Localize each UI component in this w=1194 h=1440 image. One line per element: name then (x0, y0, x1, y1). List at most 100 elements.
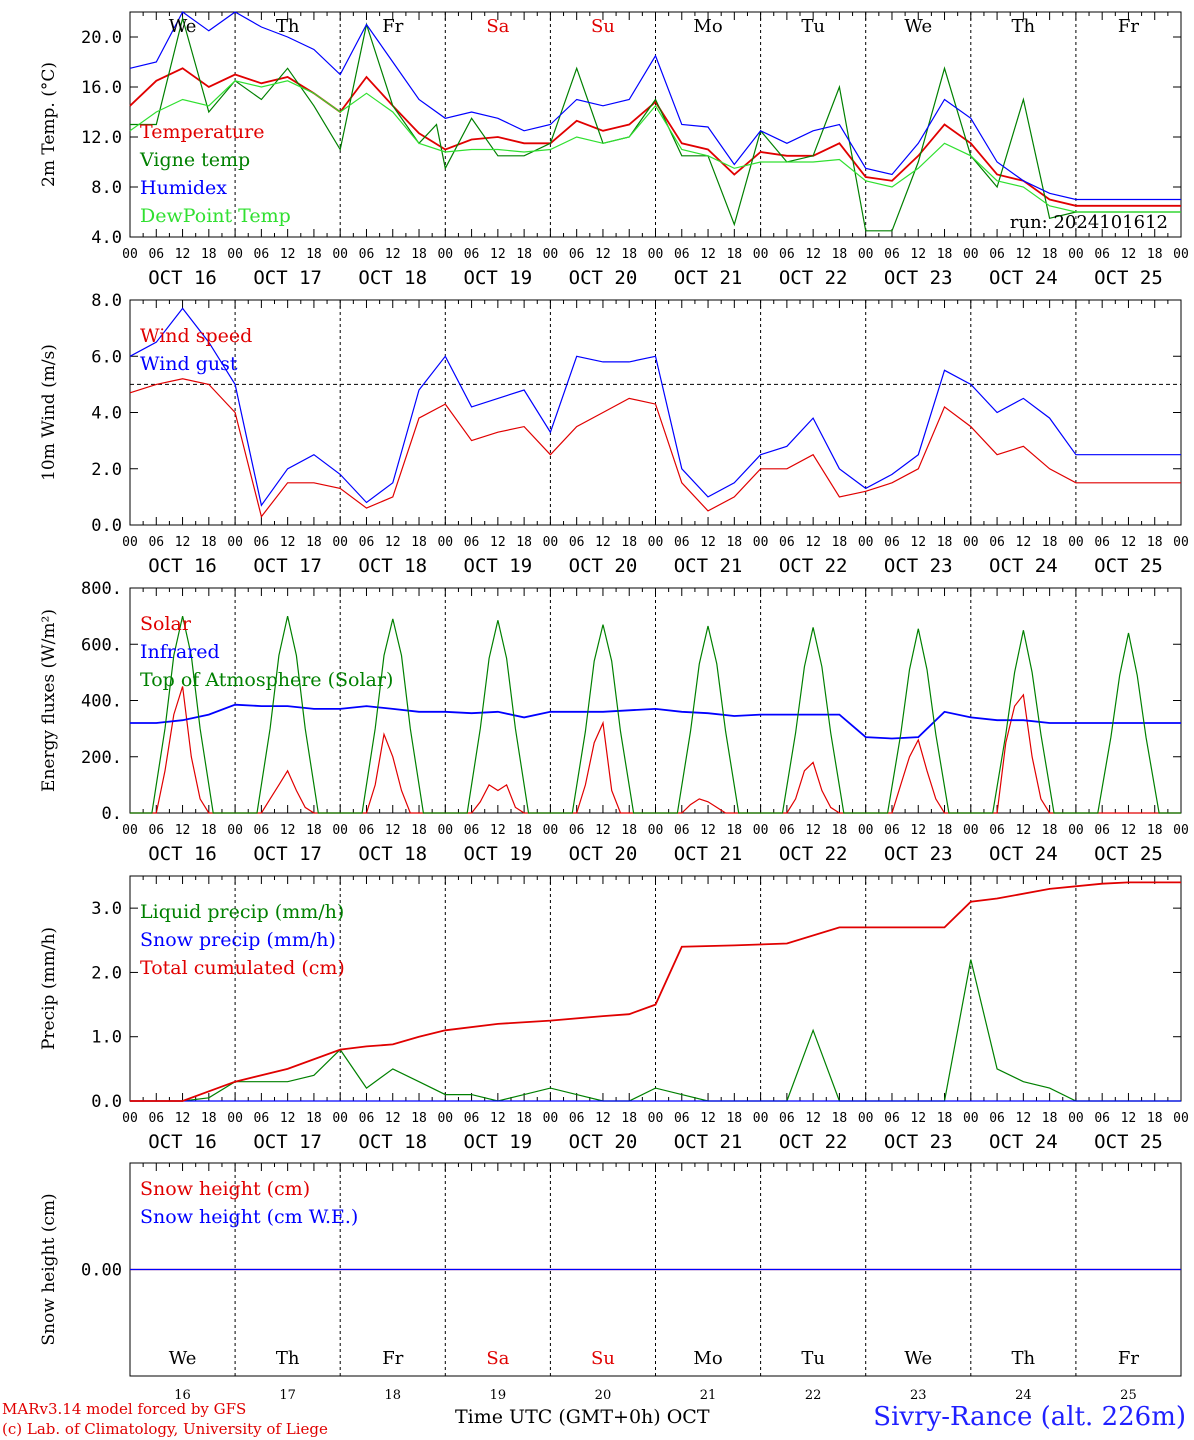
y-tick-label: 2.0 (91, 460, 122, 480)
day-label: OCT 23 (884, 555, 953, 577)
hour-tick-label: 18 (1147, 535, 1163, 550)
day-label: OCT 21 (674, 555, 743, 577)
hour-tick-label: 06 (884, 247, 900, 262)
hour-tick-label: 06 (359, 247, 375, 262)
hour-tick-label: 06 (674, 247, 690, 262)
day-number-label: 19 (490, 1388, 507, 1403)
hour-tick-label: 18 (306, 1111, 322, 1126)
hour-tick-label: 00 (858, 823, 874, 838)
y-tick-label: 12.0 (81, 128, 122, 148)
legend-entry: Liquid precip (mm/h) (140, 901, 344, 923)
hour-tick-label: 00 (963, 247, 979, 262)
hour-tick-label: 18 (1147, 247, 1163, 262)
weekday-label: Th (276, 16, 300, 37)
legend-entry: DewPoint Temp (140, 205, 291, 227)
weekday-label: Su (591, 16, 615, 37)
hour-tick-label: 00 (332, 823, 348, 838)
day-number-label: 23 (910, 1388, 927, 1403)
legend-entry: Snow height (cm) (140, 1178, 310, 1200)
hour-tick-label: 12 (490, 247, 506, 262)
hour-tick-label: 06 (254, 823, 270, 838)
day-label: OCT 25 (1094, 1131, 1163, 1153)
hour-tick-label: 00 (1068, 1111, 1084, 1126)
day-number-label: 17 (279, 1388, 296, 1403)
hour-tick-label: 00 (858, 535, 874, 550)
day-label: OCT 24 (989, 267, 1058, 289)
hour-tick-label: 00 (543, 535, 559, 550)
hour-tick-label: 12 (280, 823, 296, 838)
day-label: OCT 22 (779, 555, 848, 577)
hour-tick-label: 00 (437, 1111, 453, 1126)
hour-tick-label: 06 (1094, 823, 1110, 838)
series-line-1 (129, 67, 1181, 207)
hour-tick-label: 06 (254, 535, 270, 550)
hour-tick-label: 18 (1042, 535, 1058, 550)
hour-tick-label: 18 (832, 1111, 848, 1126)
hour-tick-label: 12 (385, 823, 401, 838)
hour-tick-label: 18 (621, 247, 637, 262)
hour-tick-label: 06 (464, 823, 480, 838)
day-number-label: 24 (1015, 1388, 1032, 1403)
day-label: OCT 18 (358, 843, 427, 865)
legend-entry: Infrared (140, 641, 220, 663)
station-name: Sivry-Rance (alt. 226m) (873, 1402, 1186, 1432)
hour-tick-label: 12 (595, 1111, 611, 1126)
hour-tick-label: 06 (148, 823, 164, 838)
weekday-label: Fr (382, 16, 403, 37)
day-label: OCT 20 (569, 267, 638, 289)
hour-tick-label: 12 (175, 823, 191, 838)
hour-tick-label: 12 (175, 247, 191, 262)
day-label: OCT 16 (148, 267, 217, 289)
hour-tick-label: 12 (700, 823, 716, 838)
day-label: OCT 19 (464, 555, 533, 577)
hour-tick-label: 18 (937, 823, 953, 838)
hour-tick-label: 18 (201, 535, 217, 550)
day-label: OCT 24 (989, 555, 1058, 577)
hour-tick-label: 00 (1068, 823, 1084, 838)
hour-tick-label: 00 (122, 823, 138, 838)
hour-tick-label: 12 (280, 1111, 296, 1126)
hour-tick-label: 00 (543, 247, 559, 262)
y-tick-label: 400. (81, 692, 122, 712)
legend-entry: Solar (140, 613, 192, 635)
hour-tick-label: 18 (516, 247, 532, 262)
hour-tick-label: 06 (254, 1111, 270, 1126)
hour-tick-label: 18 (832, 823, 848, 838)
hour-tick-label: 12 (385, 1111, 401, 1126)
hour-tick-label: 18 (411, 535, 427, 550)
day-label: OCT 18 (358, 1131, 427, 1153)
hour-tick-label: 00 (1173, 1111, 1189, 1126)
y-tick-label: 1.0 (91, 1028, 122, 1048)
hour-tick-label: 06 (359, 1111, 375, 1126)
hour-tick-label: 12 (1121, 823, 1137, 838)
hour-tick-label: 00 (122, 247, 138, 262)
y-tick-label: 8.0 (91, 178, 122, 198)
hour-tick-label: 06 (148, 247, 164, 262)
hour-tick-label: 06 (674, 823, 690, 838)
hour-tick-label: 18 (306, 247, 322, 262)
y-tick-label: 0.00 (81, 1261, 122, 1281)
series-line-2 (129, 307, 1181, 507)
hour-tick-label: 06 (569, 535, 585, 550)
day-label: OCT 25 (1094, 555, 1163, 577)
y-tick-label: 16.0 (81, 78, 122, 98)
hour-tick-label: 12 (595, 823, 611, 838)
hour-tick-label: 18 (621, 535, 637, 550)
hour-tick-label: 06 (464, 247, 480, 262)
hour-tick-label: 18 (937, 535, 953, 550)
y-tick-label: 0.0 (91, 1092, 122, 1112)
hour-tick-label: 06 (989, 1111, 1005, 1126)
day-label: OCT 16 (148, 843, 217, 865)
legend-entry: Top of Atmosphere (Solar) (140, 669, 393, 691)
hour-tick-label: 12 (490, 535, 506, 550)
series-line-2 (130, 703, 1181, 740)
hour-tick-label: 18 (411, 247, 427, 262)
hour-tick-label: 18 (1042, 1111, 1058, 1126)
weekday-label: Sa (486, 16, 509, 37)
hour-tick-label: 00 (1173, 823, 1189, 838)
hour-tick-label: 18 (832, 535, 848, 550)
y-tick-label: 2.0 (91, 963, 122, 983)
hour-tick-label: 12 (700, 1111, 716, 1126)
day-number-label: 16 (174, 1388, 191, 1403)
